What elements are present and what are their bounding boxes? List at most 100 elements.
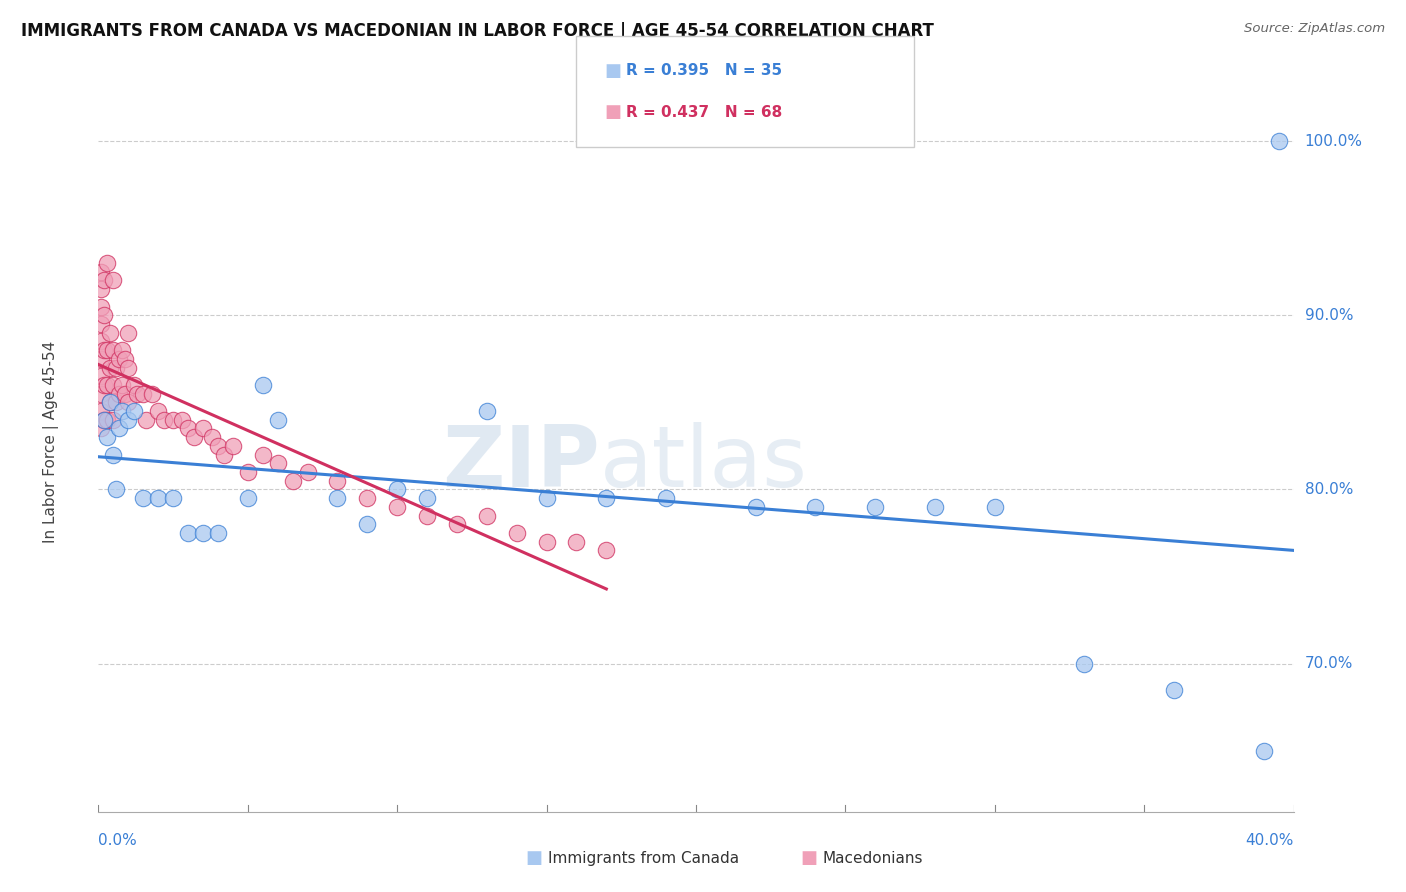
Point (804, 500, 827, 514)
Point (90, 351, 112, 366)
Point (96, 343, 118, 357)
Point (212, 448, 235, 462)
Point (103, 378, 125, 392)
Point (90, 369, 112, 384)
Text: Macedonians: Macedonians (823, 851, 922, 865)
Point (446, 517, 468, 532)
Point (93, 308, 115, 322)
Point (222, 439, 245, 453)
Point (565, 534, 588, 549)
Point (117, 395, 139, 409)
Point (90, 404, 112, 418)
Point (207, 439, 229, 453)
Point (201, 430, 224, 444)
Point (177, 526, 200, 541)
Point (135, 413, 157, 427)
Point (475, 508, 498, 523)
Point (745, 500, 768, 514)
Point (105, 395, 128, 409)
Point (105, 483, 128, 497)
Point (984, 500, 1007, 514)
Point (111, 404, 134, 418)
Point (183, 430, 205, 444)
Point (103, 413, 125, 427)
Point (148, 404, 170, 418)
Point (252, 448, 274, 462)
Point (1253, 744, 1275, 758)
Point (90, 282, 112, 296)
Text: 0.0%: 0.0% (98, 832, 138, 847)
Point (90, 265, 112, 279)
Point (90, 317, 112, 331)
Point (297, 465, 319, 479)
Point (536, 534, 558, 549)
Point (103, 448, 125, 462)
Point (267, 456, 290, 470)
Point (98, 326, 122, 340)
Point (98, 395, 122, 409)
Text: 90.0%: 90.0% (1305, 308, 1353, 323)
Point (96, 256, 118, 270)
Text: 40.0%: 40.0% (1246, 832, 1294, 847)
Text: R = 0.395   N = 35: R = 0.395 N = 35 (626, 63, 782, 78)
Point (96, 378, 118, 392)
Point (326, 491, 349, 505)
Point (103, 343, 125, 357)
Point (924, 500, 946, 514)
Point (252, 378, 274, 392)
Point (93, 413, 115, 427)
Text: ■: ■ (605, 103, 621, 121)
Point (148, 491, 170, 505)
Point (117, 326, 139, 340)
Point (191, 421, 214, 435)
Point (191, 526, 214, 541)
Point (90, 386, 112, 401)
Point (124, 378, 146, 392)
Point (98, 395, 122, 409)
Point (385, 500, 409, 514)
Point (90, 421, 112, 435)
Text: Immigrants from Canada: Immigrants from Canada (548, 851, 740, 865)
Text: 70.0%: 70.0% (1305, 657, 1353, 671)
Point (111, 378, 134, 392)
Point (127, 386, 149, 401)
Point (108, 421, 131, 435)
Point (124, 404, 146, 418)
Text: 100.0%: 100.0% (1305, 134, 1362, 149)
Point (93, 343, 115, 357)
Point (117, 413, 139, 427)
Point (96, 413, 118, 427)
Point (141, 386, 163, 401)
Text: In Labor Force | Age 45-54: In Labor Force | Age 45-54 (42, 341, 59, 542)
Point (236, 491, 259, 505)
Point (105, 360, 128, 375)
Point (267, 413, 290, 427)
Point (506, 526, 529, 541)
Point (162, 413, 184, 427)
Point (281, 474, 304, 488)
Point (93, 413, 115, 427)
Point (416, 508, 439, 523)
Point (90, 334, 112, 349)
Point (172, 413, 194, 427)
Point (153, 413, 176, 427)
Text: IMMIGRANTS FROM CANADA VS MACEDONIAN IN LABOR FORCE | AGE 45-54 CORRELATION CHAR: IMMIGRANTS FROM CANADA VS MACEDONIAN IN … (21, 22, 934, 40)
Point (114, 386, 136, 401)
Point (595, 491, 617, 505)
Point (207, 526, 229, 541)
Point (416, 491, 439, 505)
Text: ■: ■ (526, 849, 543, 867)
Point (385, 483, 409, 497)
Point (103, 273, 125, 287)
Point (108, 386, 131, 401)
Text: atlas: atlas (600, 422, 808, 505)
Point (177, 421, 200, 435)
Text: ■: ■ (605, 62, 621, 79)
Point (595, 543, 617, 558)
Point (96, 430, 118, 444)
Point (356, 517, 378, 532)
Point (1073, 657, 1095, 671)
Point (162, 491, 184, 505)
Point (98, 360, 122, 375)
Text: R = 0.437   N = 68: R = 0.437 N = 68 (626, 104, 782, 120)
